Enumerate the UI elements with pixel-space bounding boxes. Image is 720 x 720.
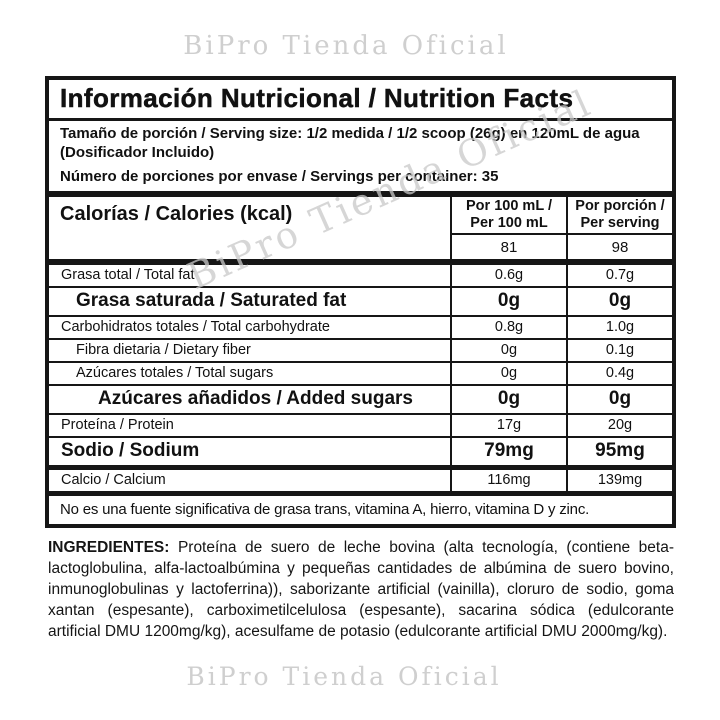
nutrition-facts-panel: Información Nutricional / Nutrition Fact… bbox=[45, 76, 676, 529]
nutrient-value-per-100ml: 0g bbox=[450, 340, 566, 362]
nutrient-value-per-serving: 95mg bbox=[566, 438, 672, 466]
thick-divider bbox=[49, 191, 672, 198]
nutrient-label: Fibra dietaria / Dietary fiber bbox=[76, 342, 251, 359]
nutrient-row-added-sugars: Azúcares añadidos / Added sugars 0g 0g bbox=[49, 384, 672, 414]
nutrient-value-per-100ml: 0g bbox=[450, 288, 566, 316]
panel-title: Información Nutricional / Nutrition Fact… bbox=[49, 80, 672, 121]
nutrient-label: Sodio / Sodium bbox=[61, 440, 200, 462]
nutrient-value-per-100ml: 0.8g bbox=[450, 317, 566, 339]
nutrient-row-total-fat: Grasa total / Total fat 0.6g 0.7g bbox=[49, 265, 672, 287]
nutrient-row-protein: Proteína / Protein 17g 20g bbox=[49, 413, 672, 437]
column-header-per-serving: Por porción / Per serving bbox=[568, 197, 672, 236]
nutrient-row-calcium: Calcio / Calcium 116mg 139mg bbox=[49, 470, 672, 492]
nutrient-value-per-100ml: 0.6g bbox=[450, 265, 566, 287]
nutrient-label: Calcio / Calcium bbox=[61, 472, 166, 489]
watermark-top: BiPro Tienda Oficial bbox=[183, 31, 509, 61]
calories-value-per-100ml: 81 bbox=[500, 238, 518, 256]
nutrient-label: Grasa total / Total fat bbox=[61, 267, 195, 284]
column-header-per-100ml: Por 100 mL / Per 100 mL bbox=[452, 197, 566, 236]
nutrient-row-sodium: Sodio / Sodium 79mg 95mg bbox=[49, 436, 672, 466]
watermark-bottom: BiPro Tienda Oficial bbox=[186, 662, 502, 691]
nutrient-label: Azúcares añadidos / Added sugars bbox=[98, 388, 413, 410]
serving-size-line: Tamaño de porción / Serving size: 1/2 me… bbox=[60, 125, 640, 142]
nutrient-value-per-serving: 1.0g bbox=[566, 317, 672, 339]
serving-dispenser-line: (Dosificador Incluido) bbox=[60, 143, 215, 161]
nutrient-value-per-serving: 0g bbox=[566, 386, 672, 414]
calories-section: Calorías / Calories (kcal) Por 100 mL / … bbox=[49, 197, 672, 260]
nutrient-value-per-serving: 0.7g bbox=[566, 265, 672, 287]
nutrient-label: Azúcares totales / Total sugars bbox=[76, 365, 274, 382]
nutrient-row-total-sugars: Azúcares totales / Total sugars 0g 0.4g bbox=[49, 361, 672, 385]
nutrient-value-per-serving: 0g bbox=[566, 288, 672, 316]
ingredients-paragraph: INGREDIENTES: Proteína de suero de leche… bbox=[48, 537, 674, 642]
calories-value-per-serving: 98 bbox=[611, 238, 629, 256]
nutrient-row-total-carbohydrate: Carbohidratos totales / Total carbohydra… bbox=[49, 315, 672, 339]
nutrient-label: Grasa saturada / Saturated fat bbox=[76, 290, 347, 312]
nutrient-value-per-100ml: 116mg bbox=[450, 470, 566, 492]
nutrient-label: Carbohidratos totales / Total carbohydra… bbox=[61, 319, 330, 336]
nutrient-value-per-serving: 0.4g bbox=[566, 363, 672, 385]
servings-per-container-line: Número de porciones por envase / Serving… bbox=[60, 167, 499, 185]
calories-label: Calorías / Calories (kcal) bbox=[60, 203, 293, 226]
insignificant-nutrients-footnote: No es una fuente significativa de grasa … bbox=[60, 501, 590, 519]
nutrient-value-per-100ml: 79mg bbox=[450, 438, 566, 466]
nutrient-row-dietary-fiber: Fibra dietaria / Dietary fiber 0g 0.1g bbox=[49, 338, 672, 362]
nutrient-row-saturated-fat: Grasa saturada / Saturated fat 0g 0g bbox=[49, 286, 672, 316]
thick-divider bbox=[49, 491, 672, 497]
ingredients-label: INGREDIENTES: bbox=[48, 539, 170, 556]
column-per-serving: Por porción / Per serving 98 bbox=[566, 197, 672, 260]
serving-info-section: Tamaño de porción / Serving size: 1/2 me… bbox=[49, 121, 672, 191]
nutrient-value-per-serving: 139mg bbox=[566, 470, 672, 492]
thick-divider bbox=[49, 465, 672, 471]
nutrient-value-per-100ml: 0g bbox=[450, 386, 566, 414]
nutrient-value-per-100ml: 17g bbox=[450, 415, 566, 437]
column-per-100ml: Por 100 mL / Per 100 mL 81 bbox=[450, 197, 566, 260]
ingredients-text: Proteína de suero de leche bovina (alta … bbox=[48, 539, 674, 640]
thick-divider bbox=[49, 259, 672, 266]
nutrient-value-per-serving: 20g bbox=[566, 415, 672, 437]
nutrient-value-per-100ml: 0g bbox=[450, 363, 566, 385]
nutrient-label: Proteína / Protein bbox=[61, 417, 174, 434]
nutrient-value-per-serving: 0.1g bbox=[566, 340, 672, 362]
